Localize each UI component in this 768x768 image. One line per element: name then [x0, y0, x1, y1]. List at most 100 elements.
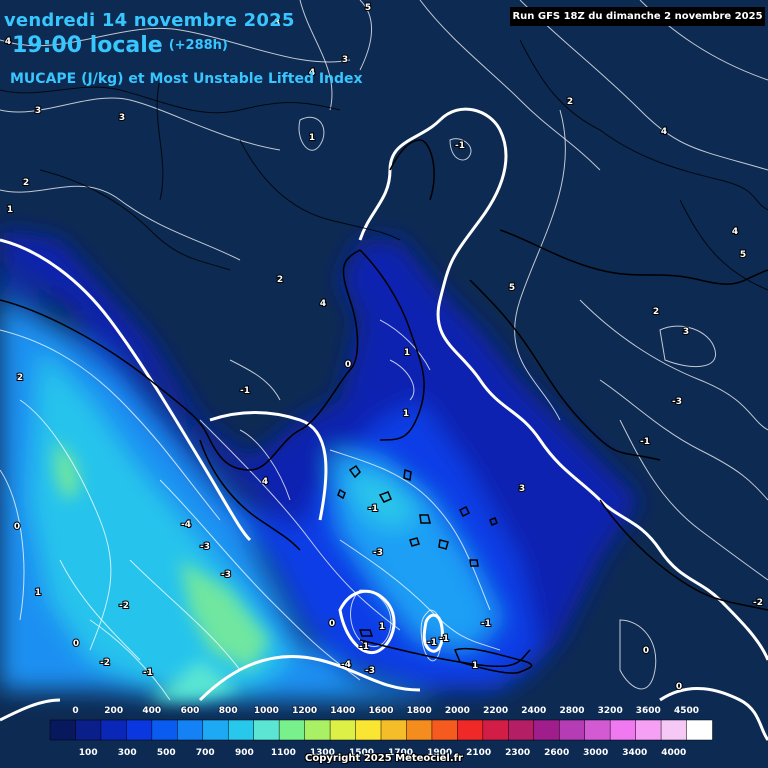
legend-top-tick: 0	[72, 706, 78, 716]
legend-bottom-tick: 1700	[388, 748, 413, 758]
legend-top-tick: 800	[219, 706, 238, 716]
li-label: 2	[277, 275, 283, 285]
legend-top-tick: 600	[181, 706, 200, 716]
legend-swatch	[253, 719, 280, 741]
li-label: -1	[439, 634, 449, 644]
legend-top-tick: 1200	[292, 706, 317, 716]
legend-top-tick: 1600	[368, 706, 393, 716]
li-label: 4	[732, 227, 738, 237]
legend-swatch	[177, 719, 204, 741]
li-label: 0	[329, 619, 335, 629]
legend-swatch	[100, 719, 128, 741]
legend-bar: 0 200 400 600 800 1000 1200 1400 1600 1800 2000 220…	[49, 705, 713, 759]
legend-bottom-tick: 300	[118, 748, 137, 758]
li-label: 5	[740, 250, 746, 260]
legend-swatch	[329, 719, 357, 741]
li-label: 3	[683, 327, 689, 337]
lifted-index-labels: 3 5 4 3 4 3 3 4 1 2 2 1 2 -1 4 5 5 2 3 4 1 0 -1 -3 1 -1 4 3 2 -1 0 -4 -3…	[4, 2, 764, 693]
li-label: -2	[100, 658, 110, 668]
legend-top-tick: 1000	[254, 706, 279, 716]
legend-swatch	[406, 719, 433, 741]
islands	[337, 464, 533, 674]
li-label: 1	[309, 133, 315, 143]
li-label: -1	[143, 668, 153, 678]
legend-swatch	[482, 719, 510, 741]
legend-swatch	[584, 719, 611, 741]
li-label: 5	[365, 3, 371, 13]
legend-swatch	[635, 719, 662, 741]
forecast-date: vendredi 14 novembre 2025	[4, 10, 295, 31]
legend-top-tick: 3600	[636, 706, 661, 716]
legend-swatch	[431, 719, 459, 741]
legend-bottom-tick: 2600	[544, 748, 569, 758]
li-label: 4	[661, 127, 667, 137]
forecast-time-local: 19:00 locale	[12, 33, 163, 58]
li-label: 4	[309, 68, 315, 78]
forecast-time: 19:00 locale (+288h)	[12, 33, 228, 58]
legend-swatch	[533, 719, 560, 741]
li-label: 4	[5, 37, 11, 47]
li-label: 2	[653, 307, 659, 317]
li-label: 1	[403, 409, 409, 419]
legend-swatch	[126, 719, 153, 741]
li-label: 1	[404, 348, 410, 358]
legend-top-tick: 2800	[559, 706, 584, 716]
cape-aegean-cyan	[350, 470, 420, 530]
legend-bottom-tick: 1900	[427, 748, 452, 758]
legend-swatch	[380, 719, 408, 741]
li-label: 4	[320, 299, 326, 309]
li-label: -2	[119, 601, 129, 611]
li-label: -1	[359, 642, 369, 652]
legend-swatch	[558, 719, 586, 741]
legend-bottom-tick: 900	[235, 748, 254, 758]
legend-bottom-tick: 100	[79, 748, 98, 758]
li-label: -2	[753, 598, 763, 608]
li-label: 0	[73, 639, 79, 649]
legend-top-tick: 3200	[598, 706, 623, 716]
li-label: 0	[676, 682, 682, 692]
legend-top-tick: 1800	[407, 706, 432, 716]
li-label: 2	[17, 373, 23, 383]
legend-swatch	[457, 719, 484, 741]
legend-top-tick: 2200	[483, 706, 508, 716]
li-label: 3	[119, 113, 125, 123]
li-label: -1	[481, 619, 491, 629]
li-label: 0	[14, 522, 20, 532]
li-label: 2	[567, 97, 573, 107]
li-label: 3	[35, 106, 41, 116]
li-label: 1	[379, 622, 385, 632]
li-label: -3	[373, 548, 383, 558]
li-label: 3	[519, 484, 525, 494]
li-label: -1	[240, 386, 250, 396]
legend-swatch	[227, 719, 255, 741]
cape-green-zone	[55, 440, 270, 700]
legend-top-tick: 4500	[674, 706, 699, 716]
li-contours-thin	[0, 0, 768, 701]
legend-bottom-tick: 2100	[466, 748, 491, 758]
legend-bottom-tick: 2300	[505, 748, 530, 758]
li-label: -4	[181, 520, 191, 530]
li-label: 1	[472, 661, 478, 671]
legend-bottom-tick: 3000	[583, 748, 608, 758]
legend-bottom-tick: 1300	[310, 748, 335, 758]
li-label: -4	[341, 660, 351, 670]
li-label: -3	[672, 397, 682, 407]
legend-swatch	[304, 719, 331, 741]
legend-swatch	[75, 719, 102, 741]
li-contours-zero	[0, 107, 768, 741]
borders	[0, 39, 768, 291]
legend-bottom-tick: 700	[196, 748, 215, 758]
li-label: 3	[342, 55, 348, 65]
legend-top-tick: 400	[142, 706, 161, 716]
forecast-offset: (+288h)	[168, 38, 228, 53]
legend-swatch	[508, 719, 535, 741]
li-label: -3	[200, 542, 210, 552]
legend-swatch	[202, 719, 229, 741]
li-label: -1	[427, 638, 437, 648]
li-label: 5	[509, 283, 515, 293]
legend-bottom-tick: 4000	[661, 748, 686, 758]
legend-swatch	[278, 719, 306, 741]
legend-swatch	[609, 719, 637, 741]
legend-swatch	[49, 719, 77, 741]
